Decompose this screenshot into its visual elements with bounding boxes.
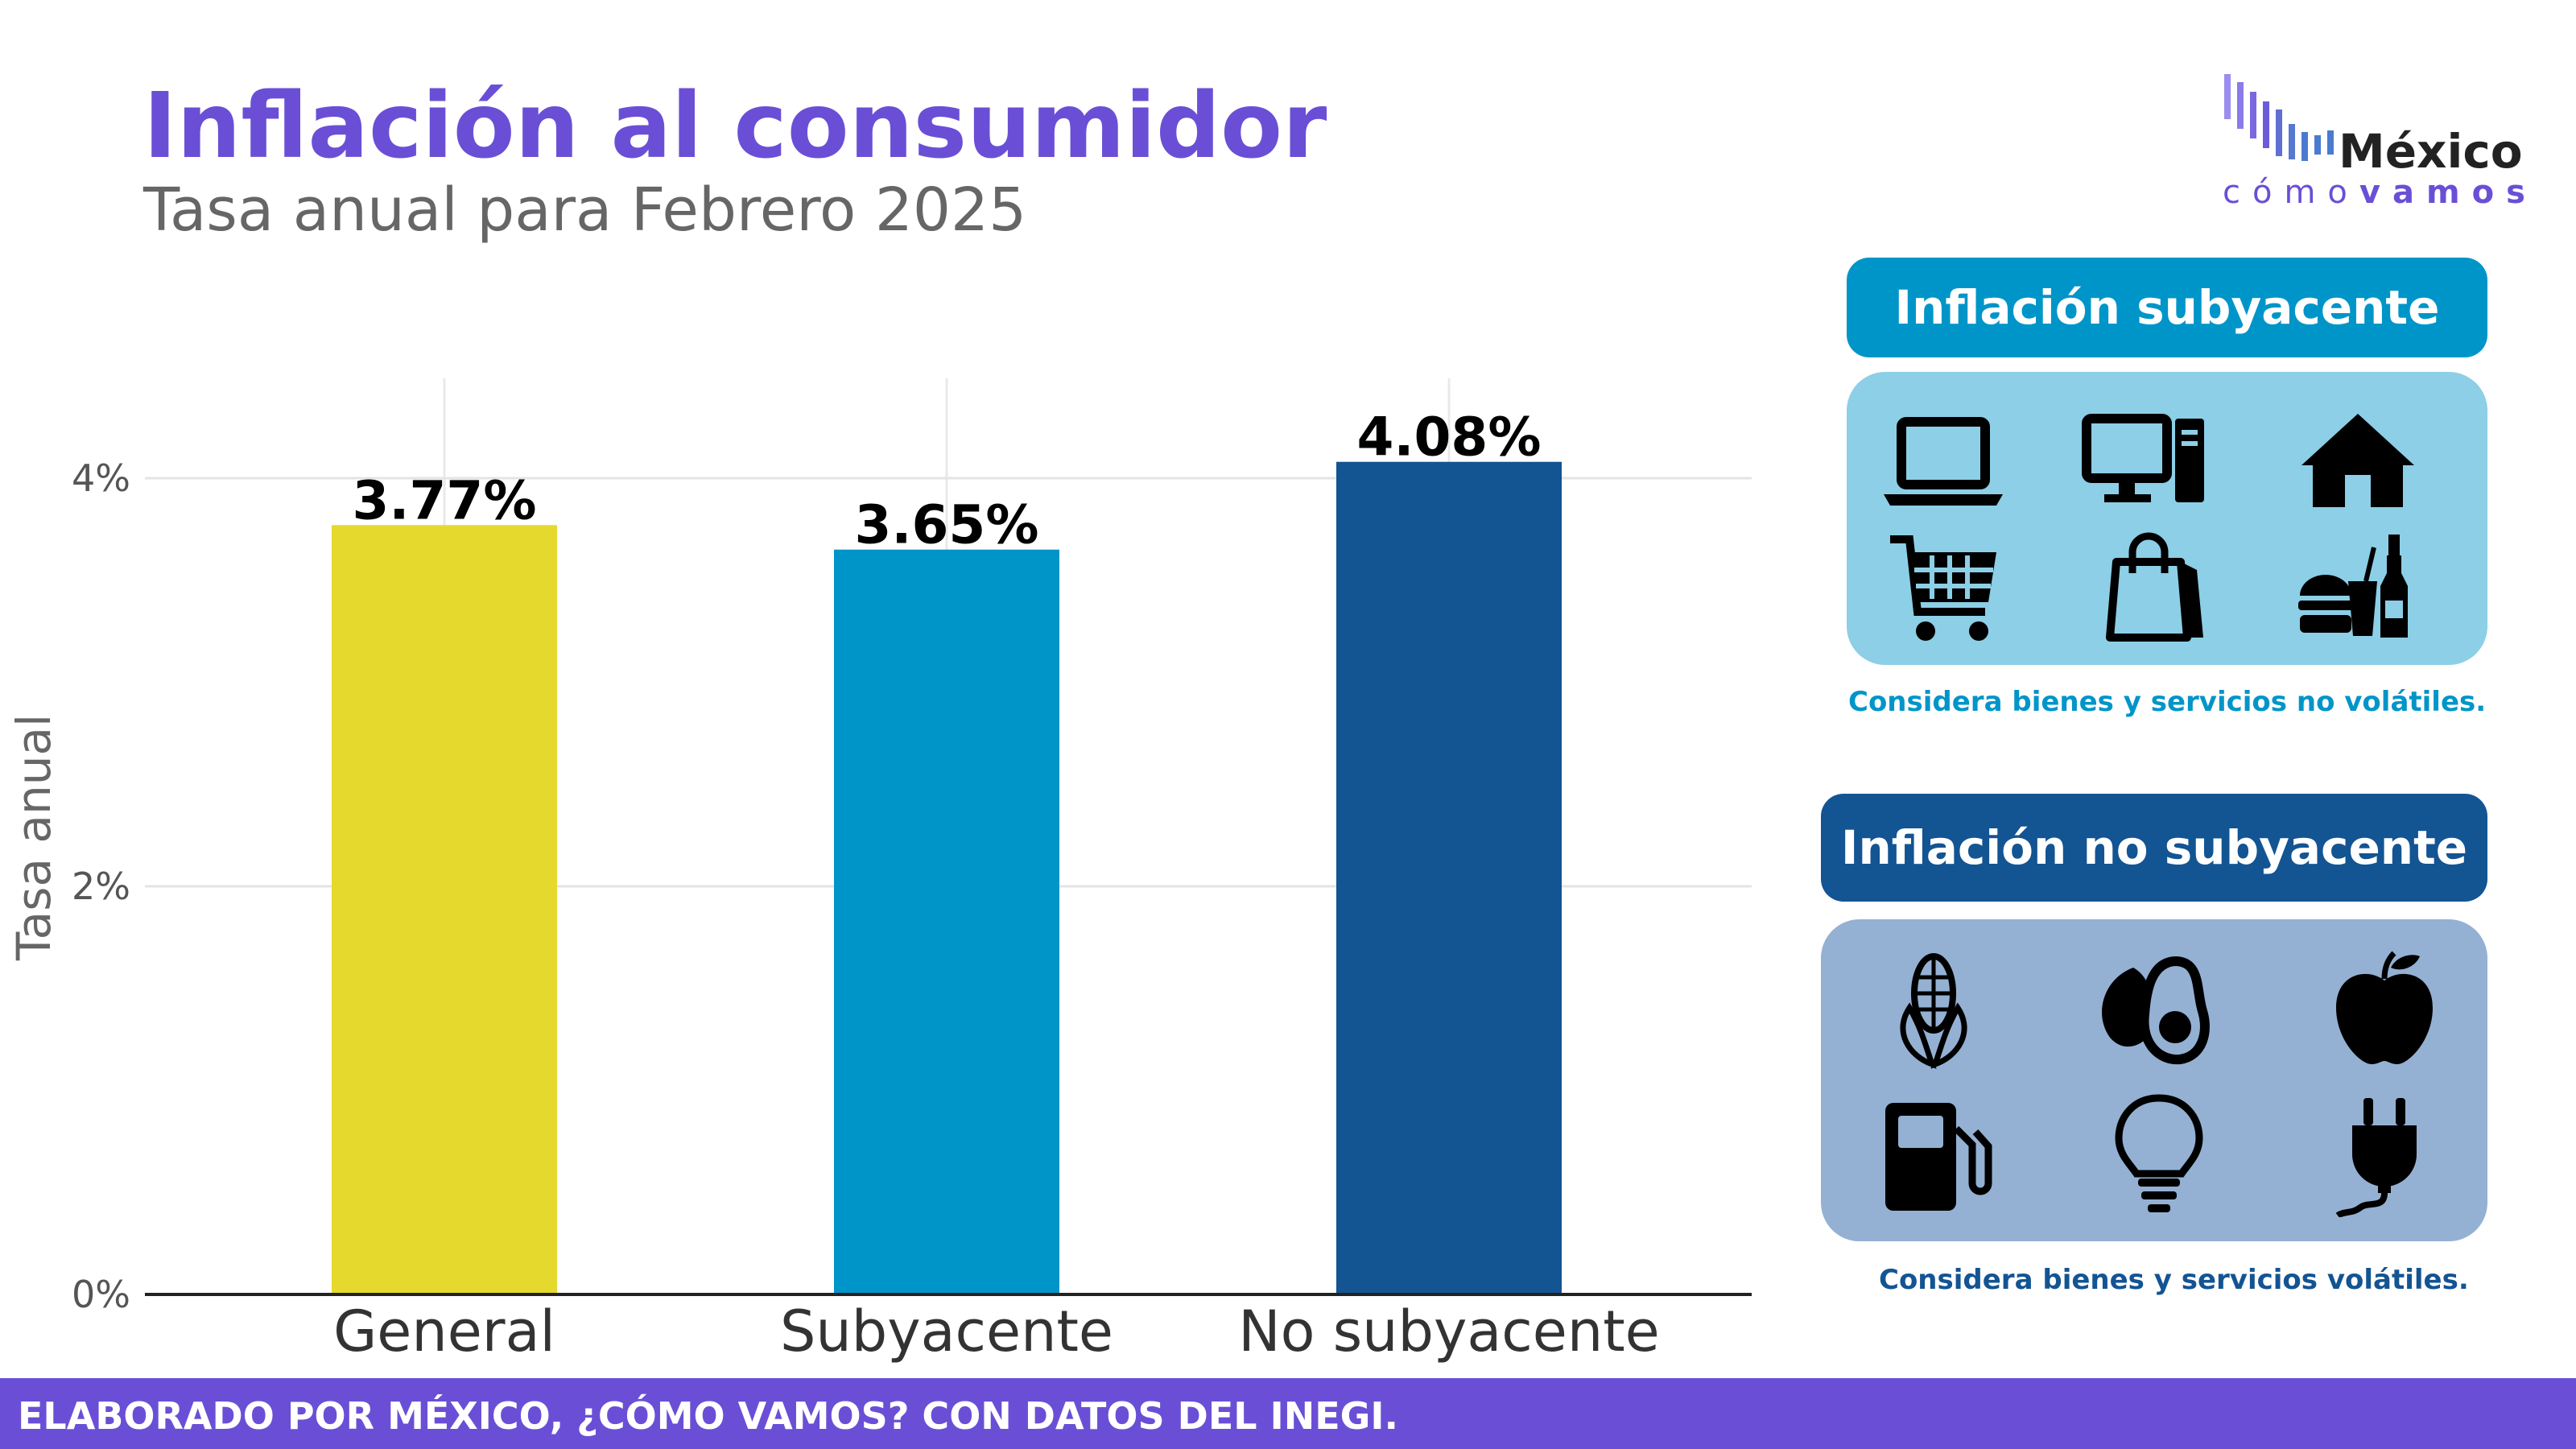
- y-tick-label: 2%: [72, 865, 130, 908]
- bar-value-label: 3.77%: [353, 469, 537, 531]
- footer-credit: ELABORADO POR MÉXICO, ¿CÓMO VAMOS? CON D…: [18, 1394, 1398, 1438]
- y-axis-label: Tasa anual: [6, 714, 61, 961]
- bar-general: [332, 525, 557, 1294]
- logo-bars-icon: [2224, 74, 2334, 161]
- fast-food-icon: [2298, 535, 2408, 638]
- shopping-cart-icon: [1890, 535, 1996, 641]
- avocado-icon: [2102, 956, 2210, 1065]
- noncore-inflation-title: Inflación no subyacente: [1821, 794, 2487, 902]
- bar-subyacente: [834, 549, 1059, 1294]
- desktop-computer-icon: [2082, 414, 2204, 502]
- bar-no-subyacente: [1336, 461, 1562, 1294]
- footer-bar: ELABORADO POR MÉXICO, ¿CÓMO VAMOS? CON D…: [0, 1378, 2576, 1449]
- house-icon: [2301, 414, 2414, 507]
- corn-icon: [1900, 953, 1967, 1069]
- light-bulb-icon: [2115, 1094, 2203, 1212]
- logo: México cómovamos: [2218, 71, 2540, 212]
- bar-value-label: 4.08%: [1357, 407, 1542, 469]
- chart-title: Inflación al consumidor: [143, 74, 1327, 179]
- core-inflation-note: Considera bienes y servicios no volátile…: [1848, 686, 2487, 718]
- shopping-bag-icon: [2106, 532, 2203, 642]
- x-tick-label: Subyacente: [780, 1298, 1113, 1364]
- core-inflation-title: Inflación subyacente: [1847, 258, 2487, 357]
- logo-word: México: [2339, 124, 2523, 179]
- fuel-pump-icon: [1885, 1103, 1992, 1211]
- core-inflation-icons-panel: [1847, 372, 2487, 665]
- noncore-inflation-icons-panel: [1821, 919, 2487, 1241]
- x-tick-label: No subyacente: [1238, 1298, 1659, 1364]
- bar-value-label: 3.65%: [855, 494, 1039, 556]
- laptop-icon: [1884, 417, 2003, 506]
- y-tick-label: 4%: [72, 456, 130, 500]
- chart-subtitle: Tasa anual para Febrero 2025: [143, 175, 1027, 245]
- noncore-inflation-note: Considera bienes y servicios volátiles.: [1879, 1264, 2469, 1296]
- electric-plug-icon: [2335, 1098, 2417, 1217]
- y-tick-label: 0%: [72, 1273, 130, 1316]
- x-tick-label: General: [333, 1298, 555, 1364]
- bar-chart: 0% 2% 4% 3.77% General 3.65% Subyacente 4.08% No…: [6, 378, 1752, 1364]
- apple-icon: [2336, 951, 2433, 1064]
- logo-subtitle: cómovamos: [2223, 174, 2537, 211]
